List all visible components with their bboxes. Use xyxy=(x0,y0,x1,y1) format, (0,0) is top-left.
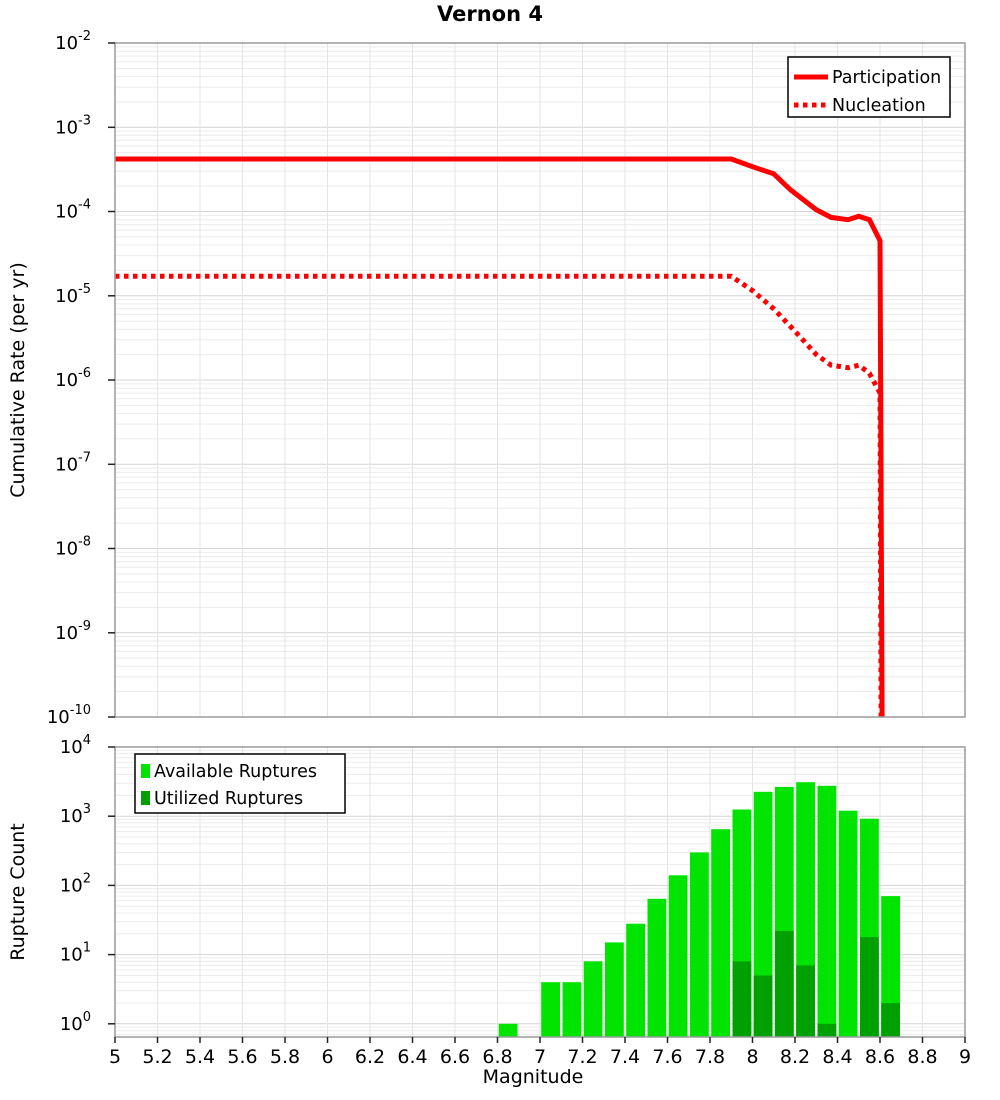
y-tick-label: 102 xyxy=(60,871,91,896)
rate-plot: 10-2 10-3 10-4 10-5 10-6 10-7 10-8 10-9 10-10 Par… xyxy=(47,29,966,728)
utilized-ruptures-bar xyxy=(774,930,794,1037)
y-tick-label: 10-9 xyxy=(55,619,91,644)
nucleation-line xyxy=(115,273,884,718)
y-tick-label: 10-5 xyxy=(55,282,91,307)
y-tick-label: 10-3 xyxy=(55,113,91,138)
x-tick-label: 8 xyxy=(746,1046,758,1068)
utilized-ruptures-bar xyxy=(732,961,752,1037)
x-tick-label: 5.6 xyxy=(227,1046,257,1068)
x-tick-label: 5.4 xyxy=(185,1046,215,1068)
available-ruptures-bar xyxy=(583,961,603,1037)
legend: Available Ruptures Utilized Ruptures xyxy=(134,753,346,814)
utilized-ruptures-bar xyxy=(796,965,815,1037)
available-ruptures-bar xyxy=(605,942,624,1037)
y-tick-label: 10-4 xyxy=(55,198,91,223)
x-tick-label: 8.6 xyxy=(865,1046,895,1068)
y-tick-label: 101 xyxy=(60,941,91,966)
x-tick-label: 6.6 xyxy=(440,1046,470,1068)
x-tick-label: 6.8 xyxy=(482,1046,512,1068)
y-tick-label: 10-7 xyxy=(55,450,91,475)
utilized-ruptures-bar xyxy=(753,975,773,1037)
legend-swatch xyxy=(141,764,150,778)
x-tick-label: 8.2 xyxy=(780,1046,810,1068)
available-ruptures-bar xyxy=(881,896,900,1037)
utilized-ruptures-bar xyxy=(817,1023,837,1037)
available-ruptures-bar xyxy=(817,785,837,1037)
legend-label: Nucleation xyxy=(832,96,926,116)
chart-title: Vernon 4 xyxy=(437,2,543,26)
x-tick-label: 7.2 xyxy=(567,1046,597,1068)
utilized-ruptures-bar xyxy=(881,1003,900,1037)
y-tick-label: 10-10 xyxy=(47,703,91,728)
y-tick-label: 10-6 xyxy=(55,366,91,391)
x-tick-label: 6.2 xyxy=(355,1046,385,1068)
legend-box xyxy=(134,753,346,814)
y-tick-label: 104 xyxy=(60,733,91,758)
legend-label: Utilized Ruptures xyxy=(154,789,303,809)
y-tick-label: 10-2 xyxy=(55,29,91,54)
legend-label: Available Ruptures xyxy=(154,762,317,782)
available-ruptures-bar xyxy=(838,810,858,1037)
available-ruptures-bar xyxy=(711,829,730,1037)
x-tick-label: 7 xyxy=(534,1046,546,1068)
x-tick-label: 8.8 xyxy=(907,1046,937,1068)
y-tick-label: 10-8 xyxy=(55,535,91,560)
x-tick-label: 6.4 xyxy=(397,1046,427,1068)
x-tick-label: 6 xyxy=(321,1046,333,1068)
x-tick-label: 7.8 xyxy=(695,1046,725,1068)
legend-label: Participation xyxy=(832,68,941,88)
participation-line xyxy=(115,156,885,718)
utilized-ruptures-bar xyxy=(860,937,879,1037)
y-tick-label: 100 xyxy=(60,1010,91,1035)
available-ruptures-bar xyxy=(668,875,688,1037)
available-ruptures-bar xyxy=(541,982,560,1037)
x-tick-label: 7.4 xyxy=(610,1046,640,1068)
x-tick-label: 8.4 xyxy=(822,1046,852,1068)
available-ruptures-bar xyxy=(562,982,582,1037)
x-axis-label-magnitude: Magnitude xyxy=(482,1066,584,1088)
available-ruptures-bar xyxy=(498,1023,518,1037)
x-tick-label: 7.6 xyxy=(652,1046,682,1068)
x-tick-label: 5.2 xyxy=(142,1046,172,1068)
available-ruptures-bar xyxy=(690,852,709,1037)
y-tick-label: 103 xyxy=(60,802,91,827)
available-ruptures-bar xyxy=(647,898,667,1037)
legend: Participation Nucleation xyxy=(787,56,951,118)
x-tick-label: 5.8 xyxy=(270,1046,300,1068)
rupture-count-plot: 104 103 102 101 100 5 5.2 5.4 5.6 5.8 6 6.2 6.4 6.6 6.… xyxy=(60,733,971,1068)
x-tick-label: 5 xyxy=(109,1046,121,1068)
legend-swatch xyxy=(141,791,150,805)
x-tick-label: 9 xyxy=(959,1046,971,1068)
available-ruptures-bar xyxy=(626,923,645,1037)
